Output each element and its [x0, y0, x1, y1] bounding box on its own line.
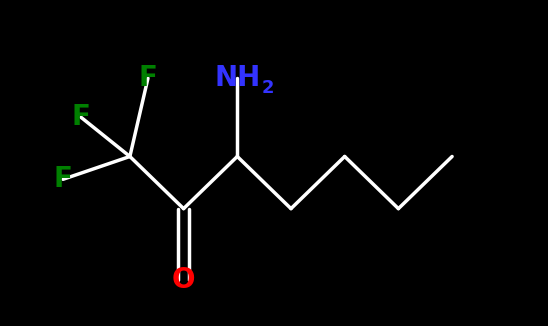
Text: NH: NH	[214, 64, 260, 92]
Text: O: O	[172, 266, 195, 294]
Text: F: F	[139, 64, 157, 92]
Text: 2: 2	[261, 79, 273, 97]
Text: F: F	[72, 103, 90, 131]
Text: F: F	[54, 165, 72, 193]
